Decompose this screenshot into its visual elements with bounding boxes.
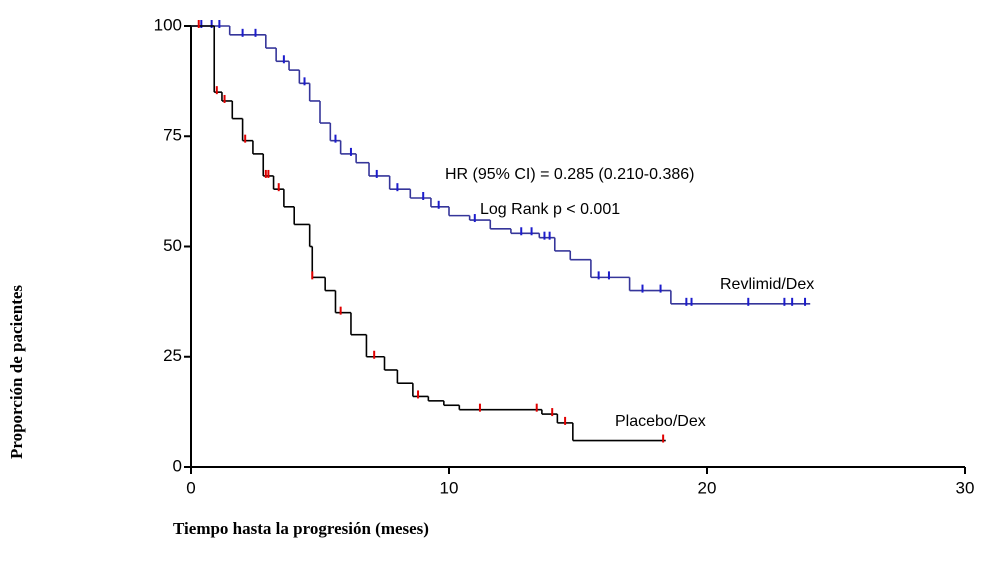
legend-label: Placebo/Dex	[615, 413, 706, 430]
x-tick-label: 10	[440, 478, 459, 497]
x-tick-label: 30	[956, 478, 975, 497]
y-tick-label: 100	[154, 15, 182, 34]
x-tick-label: 20	[698, 478, 717, 497]
annotation: HR (95% CI) = 0.285 (0.210-0.386)	[445, 166, 694, 183]
legend-label: Revlimid/Dex	[720, 276, 814, 293]
y-tick-label: 25	[163, 346, 182, 365]
y-axis-title: Proporción de pacientes	[7, 285, 26, 459]
annotation: Log Rank p < 0.001	[480, 201, 620, 218]
y-tick-label: 75	[163, 126, 182, 145]
y-tick-label: 0	[173, 456, 182, 475]
x-axis-title: Tiempo hasta la progresión (meses)	[173, 519, 429, 538]
x-tick-label: 0	[186, 478, 195, 497]
y-tick-label: 50	[163, 236, 182, 255]
